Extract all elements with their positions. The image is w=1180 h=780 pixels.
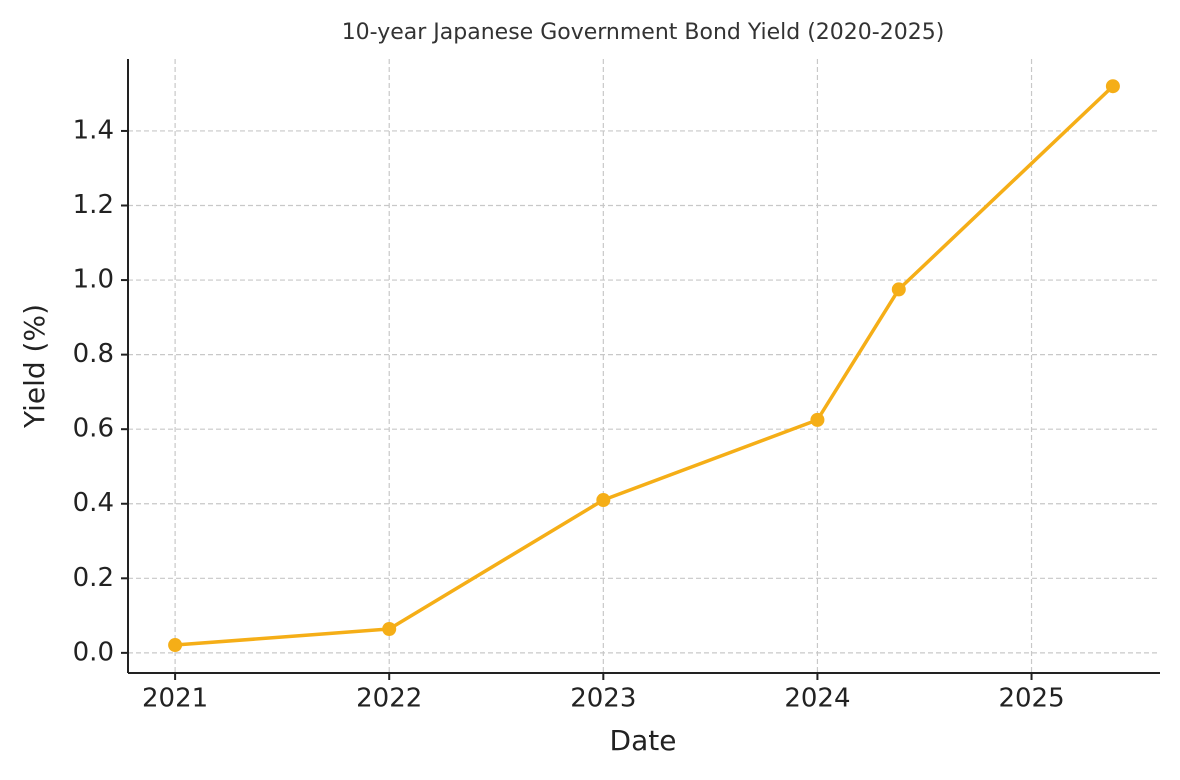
x-tick-label: 2025 bbox=[998, 684, 1064, 714]
point bbox=[810, 412, 825, 427]
point bbox=[891, 282, 906, 297]
x-tick-label: 2021 bbox=[142, 684, 208, 714]
point bbox=[1105, 79, 1120, 94]
y-tick-label: 0.6 bbox=[73, 414, 114, 444]
y-tick-label: 1.0 bbox=[73, 265, 114, 295]
y-tick-label: 0.0 bbox=[73, 637, 114, 667]
y-axis-label: Yield (%) bbox=[18, 304, 51, 429]
point bbox=[382, 622, 397, 637]
x-tick-label: 2022 bbox=[356, 684, 422, 714]
x-tick-label: 2023 bbox=[570, 684, 636, 714]
point bbox=[168, 638, 183, 653]
point bbox=[596, 493, 611, 508]
line bbox=[174, 84, 1115, 647]
x-tick-label: 2024 bbox=[784, 684, 850, 714]
y-tick-label: 1.4 bbox=[73, 115, 114, 145]
y-tick-label: 0.8 bbox=[73, 339, 114, 369]
y-tick-label: 1.2 bbox=[73, 190, 114, 220]
y-tick-label: 0.2 bbox=[73, 563, 114, 593]
x-axis-label: Date bbox=[610, 724, 677, 757]
y-tick-label: 0.4 bbox=[73, 488, 114, 518]
chart-title: 10-year Japanese Government Bond Yield (… bbox=[342, 20, 945, 45]
